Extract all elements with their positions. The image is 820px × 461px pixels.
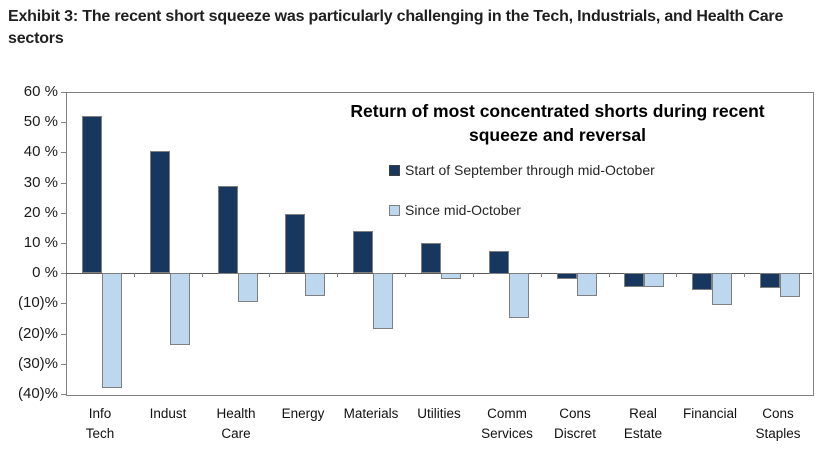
- y-tick-mark: [61, 122, 66, 124]
- y-tick-mark: [61, 333, 66, 335]
- bar-sep-oct-comm-services: [489, 251, 509, 274]
- x-axis-label: Comm Services: [481, 406, 533, 442]
- bar-sep-oct-health-care: [218, 186, 238, 274]
- y-tick-label: 50 %: [23, 113, 58, 131]
- x-axis-label: Info Tech: [85, 406, 115, 442]
- bar-sep-oct-cons-staples: [760, 273, 780, 288]
- bar-since-oct-real-estate: [644, 273, 664, 287]
- legend-label: Start of September through mid-October: [405, 162, 655, 179]
- bar-sep-oct-cons-discret: [557, 273, 577, 279]
- y-tick-mark: [61, 303, 66, 305]
- y-tick-mark: [61, 92, 66, 93]
- bar-sep-oct-materials: [353, 231, 373, 273]
- y-tick-label: (20)%: [17, 324, 58, 342]
- bar-since-oct-financial: [712, 273, 732, 305]
- bar-since-oct-health-care: [238, 273, 258, 302]
- y-tick-mark: [61, 394, 66, 395]
- bar-since-oct-materials: [373, 273, 393, 329]
- y-tick-label: (40)%: [17, 385, 58, 402]
- x-axis-label: Real Estate: [623, 406, 663, 442]
- legend-item-september: Start of September through mid-October: [389, 162, 770, 178]
- bar-sep-oct-info-tech: [82, 116, 102, 273]
- y-tick-mark: [61, 152, 66, 154]
- x-axis-label: Energy: [281, 406, 325, 421]
- bar-since-oct-cons-discret: [577, 273, 597, 296]
- x-tick-mark: [609, 273, 610, 277]
- x-axis-label: Cons Staples: [755, 406, 801, 442]
- x-axis-label: Materials: [343, 406, 399, 421]
- x-tick-mark: [541, 273, 542, 277]
- bar-since-oct-comm-services: [509, 273, 529, 318]
- x-tick-mark: [202, 273, 203, 277]
- bar-since-oct-cons-staples: [780, 273, 800, 297]
- bar-since-oct-info-tech: [102, 273, 122, 388]
- x-axis-label: Utilities: [417, 406, 461, 421]
- x-axis-label: Health Care: [216, 406, 256, 442]
- legend-swatch-dark-icon: [389, 164, 400, 176]
- bar-sep-oct-utilities: [421, 243, 441, 273]
- y-tick-label: (30)%: [17, 354, 58, 372]
- x-axis-label: Indust: [149, 406, 187, 421]
- y-tick-label: 20 %: [23, 203, 58, 221]
- y-tick-mark: [61, 182, 66, 184]
- x-tick-mark: [405, 273, 406, 277]
- exhibit-title: Exhibit 3: The recent short squeeze was …: [8, 8, 784, 48]
- legend-label: Since mid-October: [405, 202, 521, 219]
- y-tick-mark: [61, 363, 66, 365]
- bar-since-oct-utilities: [441, 273, 461, 279]
- y-tick-label: 10 %: [23, 234, 58, 251]
- y-tick-mark: [61, 273, 66, 275]
- y-tick-mark: [61, 243, 66, 244]
- y-tick-label: (10)%: [17, 294, 58, 312]
- x-tick-mark: [337, 273, 338, 277]
- bar-since-oct-energy: [305, 273, 325, 296]
- y-tick-mark: [61, 212, 66, 214]
- y-tick-label: 0 %: [32, 264, 58, 282]
- y-tick-label: 40 %: [23, 143, 58, 161]
- bar-sep-oct-energy: [285, 214, 305, 273]
- y-tick-label: 30 %: [23, 173, 58, 191]
- legend-swatch-light-icon: [389, 204, 400, 216]
- legend-item-mid-october: Since mid-October: [389, 202, 770, 218]
- x-tick-mark: [269, 273, 270, 277]
- bar-since-oct-indust: [170, 273, 190, 345]
- y-tick-label: 60 %: [23, 83, 58, 100]
- x-axis-label: Financial: [682, 406, 738, 421]
- x-axis-label: Cons Discret: [553, 406, 596, 442]
- x-tick-mark: [134, 273, 135, 277]
- bar-sep-oct-financial: [692, 273, 712, 290]
- bar-sep-oct-real-estate: [624, 273, 644, 287]
- chart-title: Return of most concentrated shorts durin…: [350, 101, 765, 145]
- legend: Return of most concentrated shorts durin…: [345, 100, 770, 218]
- zero-axis-line: [66, 273, 812, 274]
- x-tick-mark: [676, 273, 677, 277]
- bar-sep-oct-indust: [150, 151, 170, 273]
- x-tick-mark: [744, 273, 745, 277]
- x-tick-mark: [473, 273, 474, 277]
